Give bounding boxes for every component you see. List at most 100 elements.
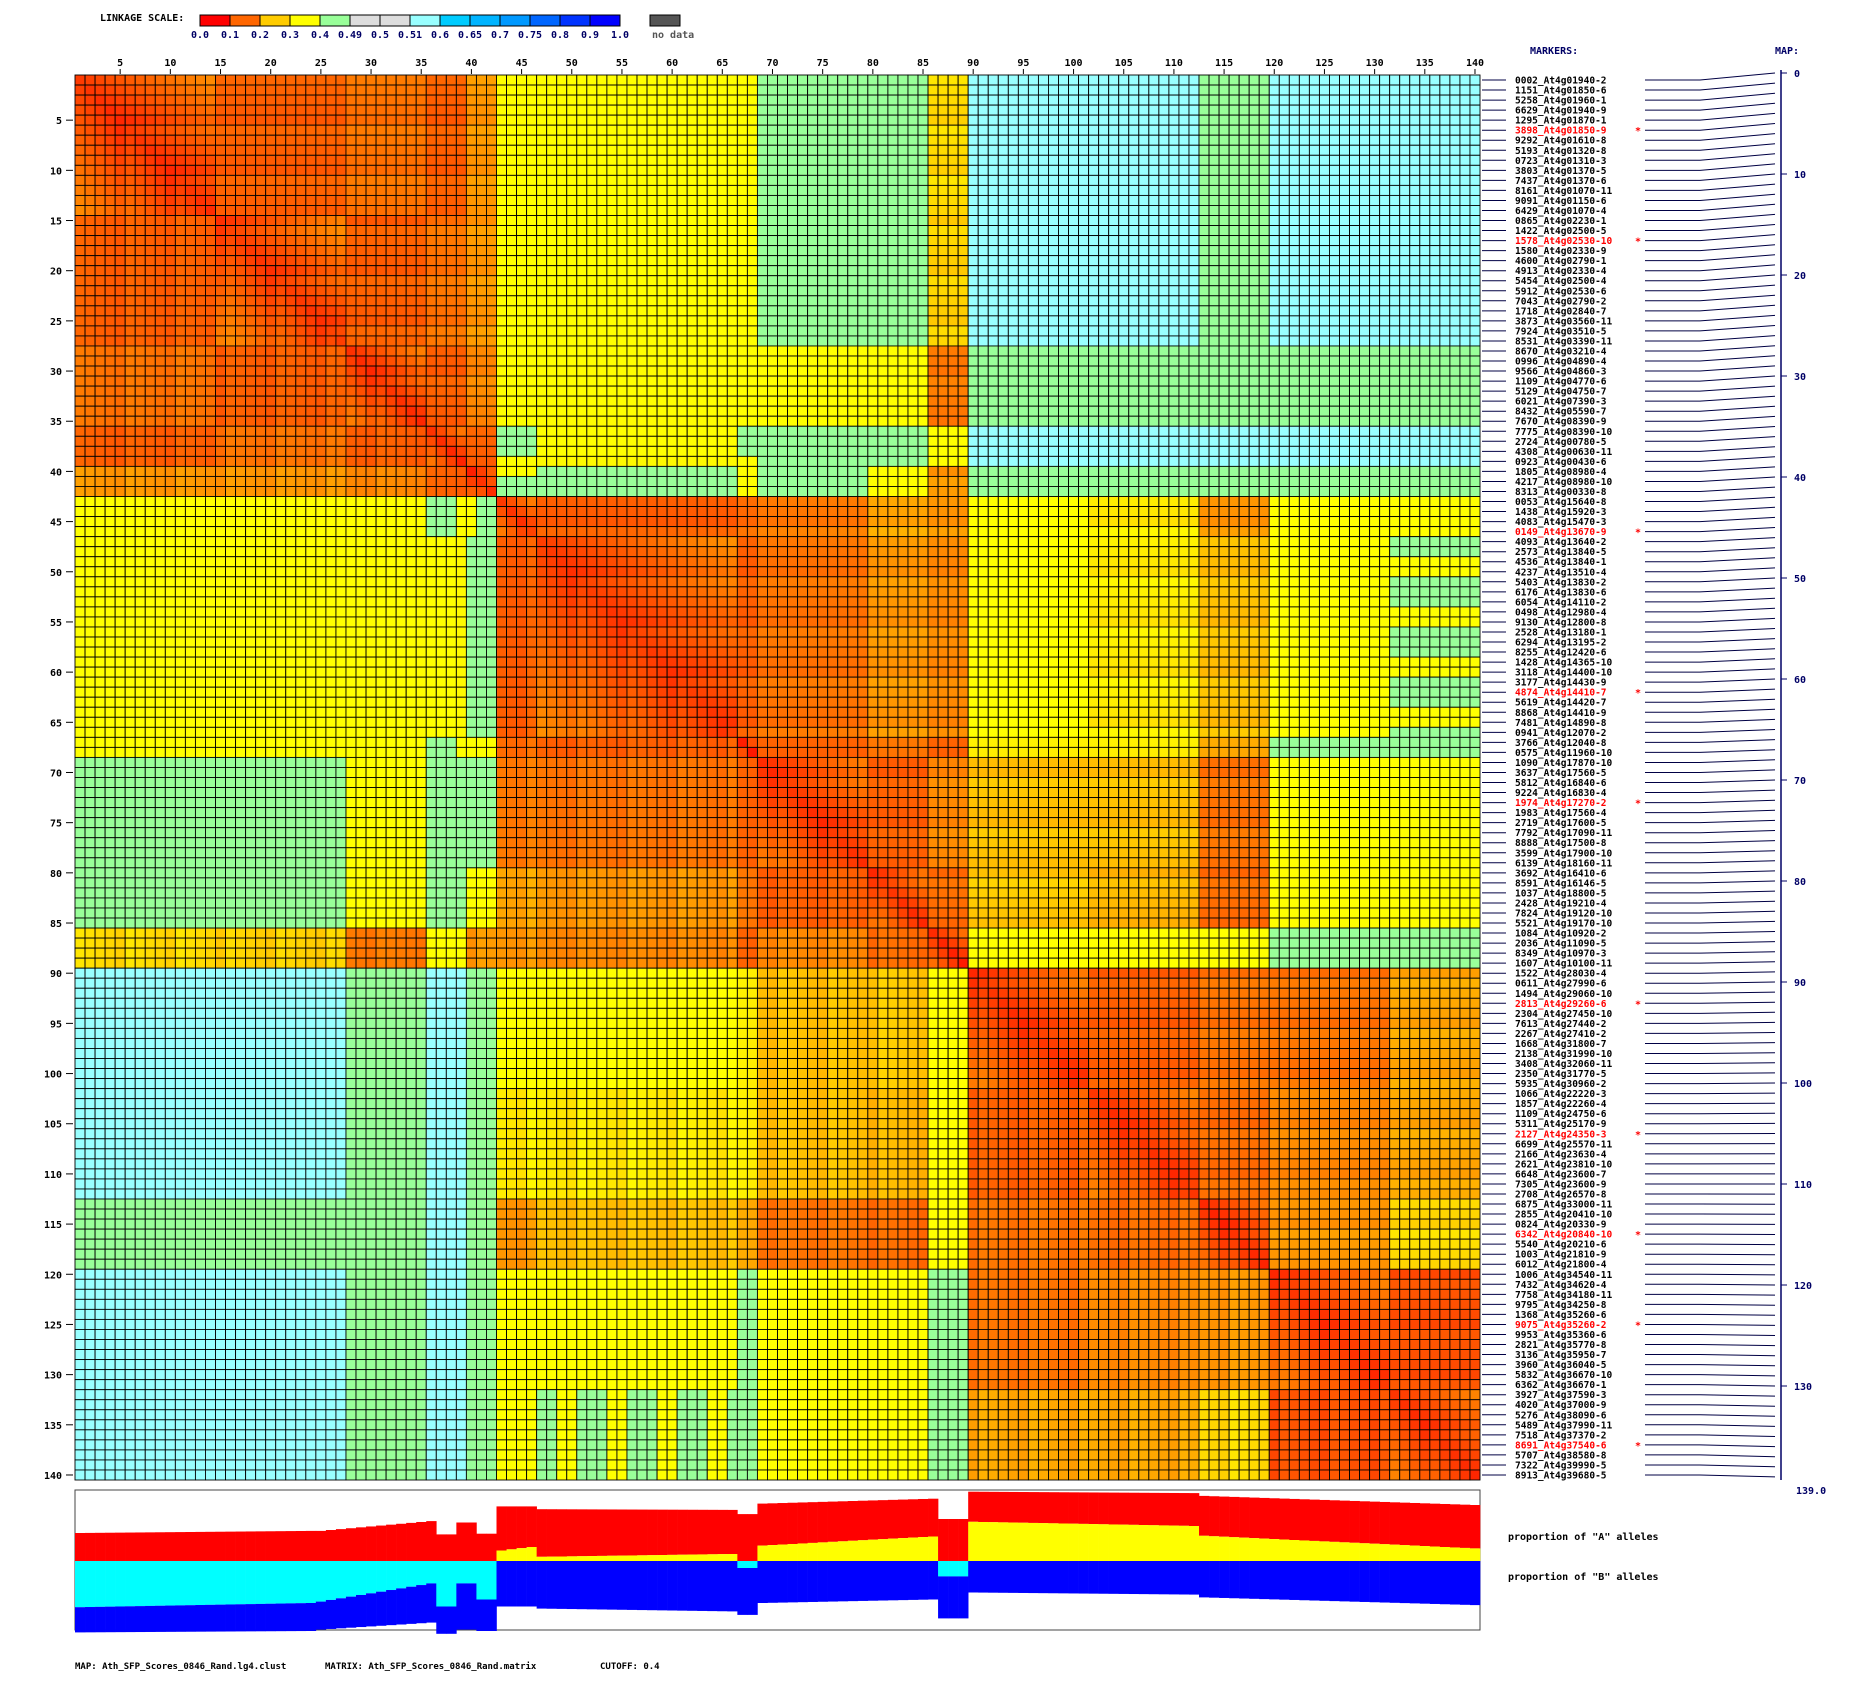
- heatmap-cell: [1089, 376, 1099, 386]
- heatmap-cell: [336, 95, 346, 105]
- heatmap-cell: [1360, 125, 1370, 135]
- heatmap-cell: [828, 356, 838, 366]
- heatmap-cell: [637, 105, 647, 115]
- heatmap-cell: [978, 266, 988, 276]
- heatmap-cell: [155, 356, 165, 366]
- heatmap-cell: [527, 316, 537, 326]
- heatmap-cell: [1048, 85, 1058, 95]
- heatmap-cell: [1380, 175, 1390, 185]
- heatmap-cell: [737, 286, 747, 296]
- heatmap-cell: [537, 105, 547, 115]
- heatmap-cell: [125, 316, 135, 326]
- heatmap-cell: [366, 336, 376, 346]
- heatmap-cell: [1289, 105, 1299, 115]
- heatmap-cell: [436, 95, 446, 105]
- heatmap-cell: [607, 205, 617, 215]
- heatmap-cell: [466, 256, 476, 266]
- heatmap-cell: [1350, 386, 1360, 396]
- heatmap-cell: [1400, 246, 1410, 256]
- heatmap-cell: [316, 115, 326, 125]
- heatmap-cell: [486, 85, 496, 95]
- heatmap-cell: [125, 155, 135, 165]
- heatmap-cell: [1069, 246, 1079, 256]
- heatmap-cell: [707, 145, 717, 155]
- heatmap-cell: [1420, 406, 1430, 416]
- heatmap-cell: [336, 396, 346, 406]
- heatmap-cell: [1018, 376, 1028, 386]
- heatmap-cell: [1119, 276, 1129, 286]
- heatmap-cell: [607, 135, 617, 145]
- heatmap-cell: [1169, 125, 1179, 135]
- heatmap-cell: [1299, 216, 1309, 226]
- heatmap-cell: [798, 195, 808, 205]
- heatmap-cell: [1079, 366, 1089, 376]
- heatmap-cell: [707, 366, 717, 376]
- heatmap-cell: [567, 226, 577, 236]
- heatmap-cell: [386, 205, 396, 215]
- heatmap-cell: [968, 346, 978, 356]
- heatmap-cell: [958, 306, 968, 316]
- heatmap-cell: [1209, 75, 1219, 85]
- heatmap-cell: [1229, 236, 1239, 246]
- heatmap-cell: [366, 165, 376, 175]
- heatmap-cell: [336, 376, 346, 386]
- row-tick-label: 35: [50, 417, 62, 428]
- heatmap-cell: [1069, 125, 1079, 135]
- heatmap-cell: [557, 376, 567, 386]
- heatmap-cell: [216, 416, 226, 426]
- heatmap-cell: [1229, 115, 1239, 125]
- heatmap-cell: [1390, 195, 1400, 205]
- heatmap-cell: [1410, 165, 1420, 175]
- heatmap-cell: [115, 155, 125, 165]
- heatmap-cell: [818, 226, 828, 236]
- heatmap-cell: [788, 306, 798, 316]
- heatmap-cell: [175, 216, 185, 226]
- heatmap-cell: [1269, 165, 1279, 175]
- heatmap-cell: [778, 115, 788, 125]
- heatmap-grid: [75, 75, 1480, 1480]
- heatmap-cell: [958, 336, 968, 346]
- heatmap-cell: [1329, 195, 1339, 205]
- heatmap-cell: [426, 366, 436, 376]
- heatmap-cell: [1370, 95, 1380, 105]
- heatmap-cell: [95, 336, 105, 346]
- heatmap-cell: [306, 306, 316, 316]
- heatmap-cell: [1380, 386, 1390, 396]
- heatmap-cell: [1309, 366, 1319, 376]
- heatmap-cell: [1219, 366, 1229, 376]
- heatmap-cell: [647, 296, 657, 306]
- heatmap-cell: [1390, 366, 1400, 376]
- heatmap-cell: [115, 105, 125, 115]
- heatmap-cell: [1299, 316, 1309, 326]
- heatmap-cell: [818, 416, 828, 426]
- heatmap-cell: [286, 316, 296, 326]
- heatmap-cell: [266, 216, 276, 226]
- heatmap-cell: [1149, 386, 1159, 396]
- heatmap-cell: [517, 125, 527, 135]
- heatmap-cell: [125, 175, 135, 185]
- heatmap-cell: [216, 195, 226, 205]
- heatmap-cell: [497, 75, 507, 85]
- heatmap-cell: [1460, 336, 1470, 346]
- heatmap-cell: [978, 406, 988, 416]
- heatmap-cell: [858, 95, 868, 105]
- heatmap-cell: [1179, 236, 1189, 246]
- heatmap-cell: [376, 326, 386, 336]
- heatmap-cell: [296, 216, 306, 226]
- heatmap-cell: [416, 145, 426, 155]
- heatmap-cell: [145, 95, 155, 105]
- heatmap-cell: [537, 175, 547, 185]
- heatmap-cell: [788, 175, 798, 185]
- heatmap-cell: [968, 296, 978, 306]
- heatmap-cell: [1219, 246, 1229, 256]
- heatmap-cell: [1169, 135, 1179, 145]
- heatmap-cell: [216, 226, 226, 236]
- heatmap-cell: [1159, 145, 1169, 155]
- heatmap-cell: [1059, 216, 1069, 226]
- heatmap-cell: [687, 276, 697, 286]
- heatmap-cell: [547, 276, 557, 286]
- heatmap-cell: [226, 286, 236, 296]
- heatmap-cell: [1028, 336, 1038, 346]
- heatmap-cell: [1299, 326, 1309, 336]
- heatmap-cell: [1119, 115, 1129, 125]
